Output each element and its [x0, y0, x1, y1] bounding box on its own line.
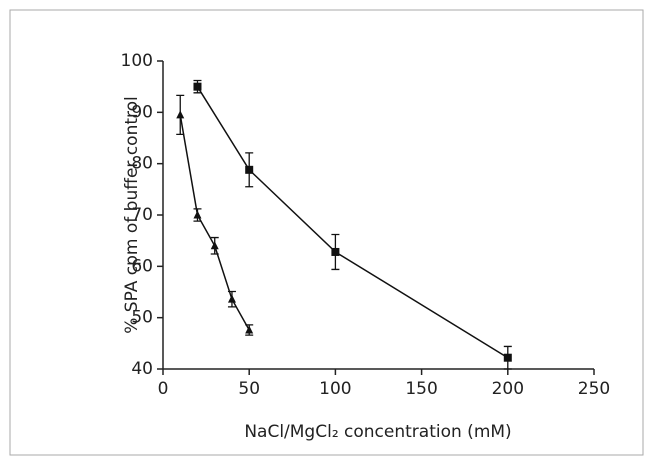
marker	[245, 325, 254, 334]
series-line	[196, 86, 509, 359]
marker	[193, 82, 202, 91]
y-tick-label: 50	[131, 308, 153, 328]
y-axis-label: % SPA cpm of buffer control	[122, 96, 142, 334]
series-line	[179, 114, 250, 331]
x-tick-label: 0	[158, 379, 169, 399]
x-tick-label: 100	[319, 379, 351, 399]
marker	[210, 241, 219, 250]
marker	[193, 210, 202, 219]
x-tick-label: 50	[238, 379, 260, 399]
y-tick-label: 70	[131, 205, 153, 225]
marker	[176, 110, 185, 119]
x-tick-label: 150	[405, 379, 437, 399]
y-tick-label: 40	[131, 359, 153, 379]
marker	[503, 353, 512, 362]
x-axis-label: NaCl/MgCl₂ concentration (mM)	[244, 422, 511, 442]
y-tick-label: 80	[131, 154, 153, 174]
y-tick-label: 60	[131, 256, 153, 276]
y-tick-label: 100	[121, 51, 153, 71]
x-tick-label: 250	[578, 379, 610, 399]
frame	[9, 9, 644, 456]
marker	[331, 247, 340, 256]
marker	[227, 294, 236, 303]
y-tick-label: 90	[131, 102, 153, 122]
marker	[245, 165, 254, 174]
x-tick-label: 200	[492, 379, 524, 399]
